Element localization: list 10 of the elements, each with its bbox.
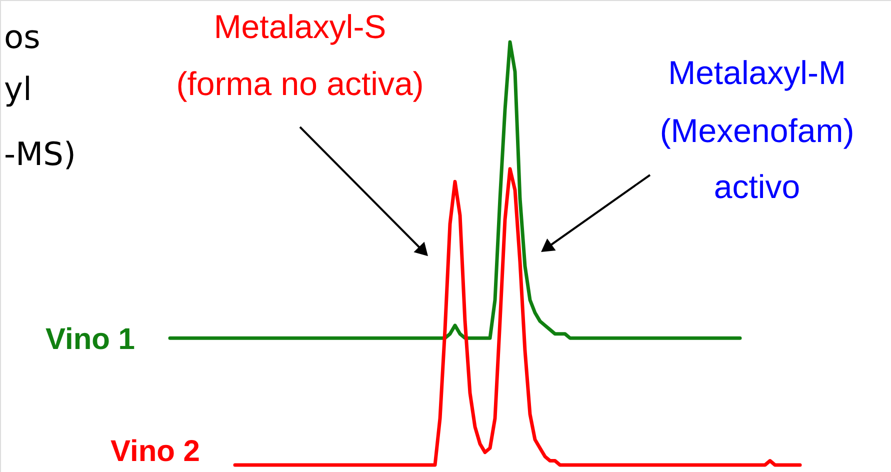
annotation: Metalaxyl-S <box>214 8 386 45</box>
annotation: activo <box>714 168 800 205</box>
annotation: Metalaxyl-M <box>668 54 846 91</box>
text: os <box>4 18 40 56</box>
text: -MS) <box>4 135 76 173</box>
series-label: Vino 2 <box>110 435 200 468</box>
text: yl <box>4 70 32 108</box>
series-label: Vino 1 <box>46 323 135 356</box>
annotation: (Mexenofam) <box>660 112 854 149</box>
annotation: (forma no activa) <box>176 65 424 102</box>
